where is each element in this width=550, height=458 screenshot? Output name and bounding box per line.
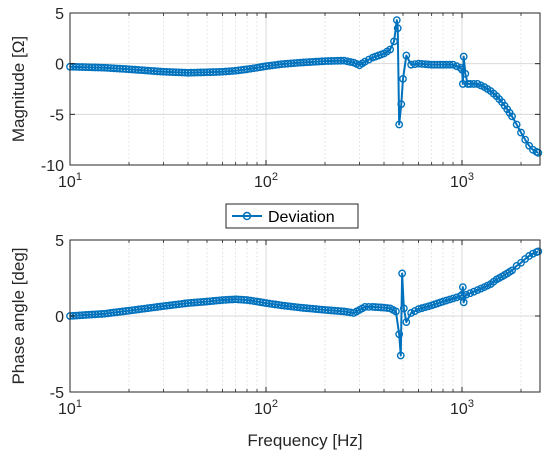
data-point bbox=[361, 302, 369, 311]
data-point bbox=[458, 80, 467, 88]
data-point bbox=[407, 60, 416, 69]
phase-plot: 101 102 103-505 Phase angle [deg] Frequenc… bbox=[9, 233, 543, 450]
data-point bbox=[361, 57, 369, 66]
data-point bbox=[442, 296, 451, 305]
x-tick-label: 102 bbox=[254, 398, 278, 418]
data-point bbox=[398, 269, 407, 278]
data-point bbox=[459, 298, 468, 307]
x-tick-label: 103 bbox=[450, 398, 474, 418]
data-point bbox=[427, 60, 436, 69]
y-tick-label: -5 bbox=[50, 107, 64, 124]
data-point bbox=[399, 74, 407, 83]
data-point bbox=[508, 266, 516, 275]
magnitude-frame bbox=[69, 12, 541, 166]
data-point bbox=[445, 295, 454, 304]
data-point bbox=[399, 304, 408, 313]
data-point bbox=[396, 351, 405, 360]
data-point bbox=[452, 62, 461, 71]
data-point bbox=[449, 294, 457, 303]
data-point bbox=[407, 309, 416, 317]
x-tick-label: 103 bbox=[450, 171, 474, 191]
data-point bbox=[402, 318, 411, 326]
data-point bbox=[402, 51, 411, 60]
y-tick-label: -5 bbox=[50, 385, 64, 402]
data-point bbox=[512, 120, 521, 129]
data-point bbox=[534, 148, 543, 157]
data-point bbox=[534, 247, 543, 256]
data-point bbox=[517, 258, 525, 267]
data-point bbox=[392, 16, 401, 24]
data-point bbox=[371, 303, 380, 311]
data-point bbox=[458, 290, 466, 299]
data-point bbox=[462, 290, 471, 299]
data-point bbox=[433, 60, 442, 69]
phase-ylabel: Phase angle [deg] bbox=[9, 247, 28, 384]
y-tick-label: 5 bbox=[55, 233, 64, 250]
data-point bbox=[508, 112, 516, 121]
legend-label: Deviation bbox=[268, 209, 335, 226]
data-point bbox=[397, 100, 406, 109]
phase-ticks: 101 102 103-505 bbox=[50, 233, 540, 418]
magnitude-series bbox=[66, 16, 543, 157]
y-tick-label: 5 bbox=[55, 6, 64, 23]
data-point bbox=[469, 80, 478, 88]
data-point bbox=[386, 45, 395, 54]
data-point bbox=[461, 69, 470, 78]
data-point bbox=[466, 80, 475, 88]
data-point bbox=[231, 295, 240, 304]
data-point bbox=[430, 60, 439, 69]
data-point bbox=[521, 135, 530, 144]
magnitude-grid bbox=[70, 13, 540, 165]
y-tick-label: -10 bbox=[41, 158, 64, 175]
magnitude-plot: 101 102 103-10-505 Magnitude [Ω] bbox=[9, 6, 543, 191]
data-point bbox=[439, 297, 447, 306]
data-point bbox=[390, 37, 398, 46]
magnitude-plot-area bbox=[70, 13, 540, 165]
data-point bbox=[395, 330, 404, 339]
data-point bbox=[395, 120, 404, 129]
phase-grid bbox=[70, 240, 540, 392]
magnitude-ylabel: Magnitude [Ω] bbox=[9, 36, 28, 142]
data-point bbox=[410, 307, 419, 315]
legend-marker bbox=[242, 211, 252, 221]
data-point bbox=[458, 283, 467, 292]
data-point bbox=[391, 307, 400, 316]
data-point bbox=[449, 60, 457, 69]
x-tick-label: 102 bbox=[254, 171, 278, 191]
data-point bbox=[459, 52, 468, 61]
y-tick-label: 0 bbox=[55, 309, 64, 326]
data-point bbox=[368, 302, 377, 311]
data-point bbox=[445, 60, 454, 69]
phase-series bbox=[66, 247, 543, 360]
data-point bbox=[393, 24, 402, 33]
data-point bbox=[469, 287, 478, 296]
phase-xlabel: Frequency [Hz] bbox=[247, 431, 362, 450]
y-tick-label: 0 bbox=[55, 57, 64, 74]
legend: Deviation bbox=[225, 203, 359, 229]
data-point bbox=[456, 63, 465, 72]
data-point bbox=[466, 289, 475, 298]
data-point bbox=[517, 128, 525, 137]
data-point bbox=[364, 55, 373, 64]
